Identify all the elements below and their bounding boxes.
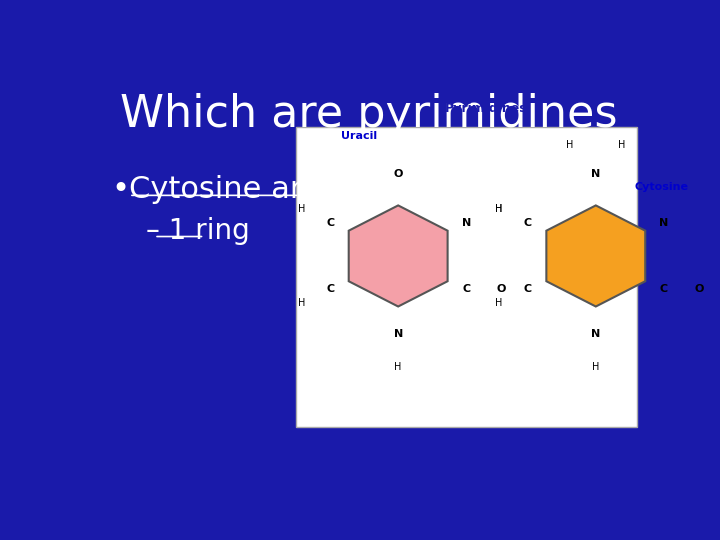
Text: Which are pyrimidines: Which are pyrimidines	[120, 93, 618, 136]
Text: N: N	[394, 329, 402, 339]
Text: •: •	[112, 175, 140, 204]
Text: O: O	[694, 284, 703, 294]
Text: N: N	[591, 170, 600, 179]
Text: H: H	[495, 204, 503, 214]
Text: O: O	[393, 170, 403, 179]
Text: C: C	[523, 284, 532, 294]
Text: C: C	[326, 218, 334, 228]
Text: – 1 ring: – 1 ring	[145, 217, 250, 245]
Text: H: H	[395, 362, 402, 372]
Text: O: O	[497, 284, 506, 294]
Text: N: N	[591, 329, 600, 339]
Polygon shape	[348, 205, 448, 307]
Text: Uracil: Uracil	[341, 131, 377, 141]
Text: H: H	[495, 298, 503, 308]
Text: N: N	[462, 218, 471, 228]
Text: H: H	[618, 140, 626, 150]
Text: Pyrimidines: Pyrimidines	[445, 102, 527, 114]
Text: H: H	[592, 362, 600, 372]
FancyBboxPatch shape	[297, 127, 637, 427]
Text: C: C	[660, 284, 668, 294]
Text: C: C	[462, 284, 470, 294]
Text: N: N	[660, 218, 668, 228]
Text: H: H	[298, 298, 305, 308]
Text: C: C	[523, 218, 532, 228]
Text: Cytosine: Cytosine	[635, 182, 689, 192]
Text: C: C	[326, 284, 334, 294]
Text: H: H	[566, 140, 573, 150]
Polygon shape	[546, 205, 645, 307]
Text: Cytosine and Uracil: Cytosine and Uracil	[129, 175, 426, 204]
Text: H: H	[495, 204, 503, 214]
Text: H: H	[298, 204, 305, 214]
